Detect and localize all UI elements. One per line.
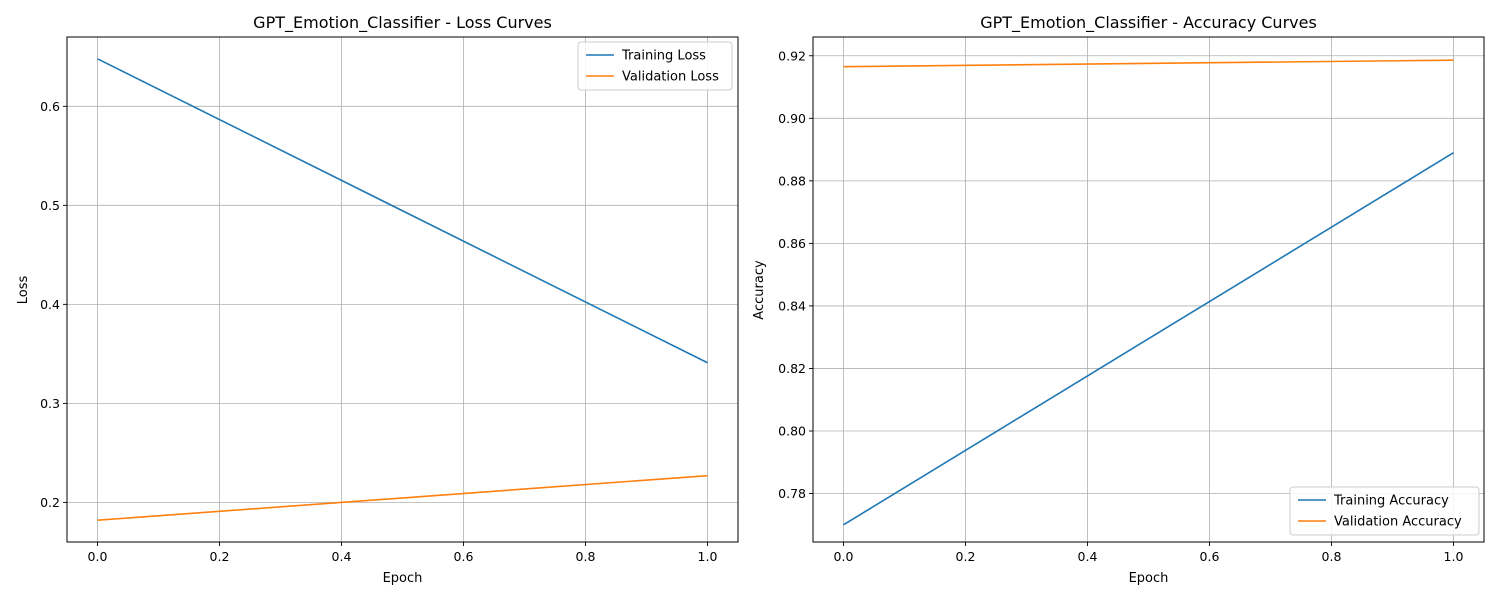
loss-chart-xtick-label: 1.0 <box>698 549 718 564</box>
accuracy-chart-xtick-label: 0.0 <box>834 549 854 564</box>
accuracy-chart-axes-frame <box>812 36 1485 543</box>
loss-chart-ytick-label: 0.6 <box>40 99 60 114</box>
accuracy-chart-legend-label-0: Training Accuracy <box>1333 494 1449 509</box>
accuracy-chart-legend-box <box>1289 486 1480 536</box>
loss-chart-xtick-label: 0.8 <box>576 549 596 564</box>
loss-chart-legend-label-0: Training Loss <box>621 49 706 64</box>
accuracy-chart-xtick-label: 0.8 <box>1322 549 1342 564</box>
accuracy-chart-series-group <box>843 59 1454 526</box>
accuracy-chart-xticks: 0.0 0.2 0.4 0.6 0.8 1.0 <box>834 542 1464 564</box>
loss-chart-axes-frame <box>66 36 739 543</box>
loss-chart-legend-box <box>577 41 733 91</box>
loss-chart-legend: Training Loss Validation Loss <box>577 41 733 91</box>
loss-chart: GPT_Emotion_Classifier - Loss Curves Epo… <box>16 13 739 586</box>
loss-chart-series-group <box>97 58 708 522</box>
accuracy-chart-yticks: 0.78 0.80 0.82 0.84 0.86 0.88 0.90 0.92 <box>778 48 813 501</box>
accuracy-chart-ytick-label: 0.78 <box>778 486 806 501</box>
accuracy-chart-ytick-label: 0.80 <box>778 423 806 438</box>
loss-chart-series-line-1 <box>97 474 708 522</box>
accuracy-chart-legend-label-1: Validation Accuracy <box>1334 515 1462 530</box>
loss-chart-grid <box>67 37 738 542</box>
accuracy-chart-ylabel: Accuracy <box>752 260 767 320</box>
accuracy-chart-series-line-0 <box>843 152 1454 526</box>
accuracy-chart-xtick-label: 0.2 <box>956 549 976 564</box>
loss-chart-xlabel: Epoch <box>383 571 423 586</box>
accuracy-chart-grid <box>813 37 1484 542</box>
accuracy-chart-ytick-label: 0.86 <box>778 236 806 251</box>
accuracy-chart-xtick-label: 1.0 <box>1444 549 1464 564</box>
loss-chart-series-line-0 <box>97 58 708 364</box>
accuracy-chart-title: GPT_Emotion_Classifier - Accuracy Curves <box>980 13 1317 33</box>
loss-chart-ytick-label: 0.4 <box>40 297 60 312</box>
loss-chart-legend-label-1: Validation Loss <box>622 70 719 85</box>
accuracy-chart-series-line-1 <box>843 59 1454 68</box>
loss-chart-ylabel: Loss <box>16 276 31 305</box>
accuracy-chart: GPT_Emotion_Classifier - Accuracy Curves… <box>752 13 1485 586</box>
loss-chart-xtick-label: 0.6 <box>454 549 474 564</box>
accuracy-chart-ytick-label: 0.88 <box>778 173 806 188</box>
loss-chart-title: GPT_Emotion_Classifier - Loss Curves <box>253 13 552 33</box>
loss-chart-ytick-label: 0.3 <box>40 396 60 411</box>
loss-chart-xtick-label: 0.0 <box>88 549 108 564</box>
loss-chart-xticks: 0.0 0.2 0.4 0.6 0.8 1.0 <box>88 542 718 564</box>
accuracy-chart-legend: Training Accuracy Validation Accuracy <box>1289 486 1480 536</box>
accuracy-chart-ytick-label: 0.84 <box>778 298 806 313</box>
accuracy-chart-xtick-label: 0.6 <box>1200 549 1220 564</box>
accuracy-chart-ytick-label: 0.92 <box>778 48 806 63</box>
loss-chart-xtick-label: 0.4 <box>332 549 352 564</box>
accuracy-chart-xlabel: Epoch <box>1129 571 1169 586</box>
accuracy-chart-xtick-label: 0.4 <box>1078 549 1098 564</box>
accuracy-chart-ytick-label: 0.90 <box>778 111 806 126</box>
loss-chart-ytick-label: 0.2 <box>40 495 60 510</box>
loss-chart-yticks: 0.2 0.3 0.4 0.5 0.6 <box>40 99 67 510</box>
loss-chart-xtick-label: 0.2 <box>210 549 230 564</box>
accuracy-chart-ytick-label: 0.82 <box>778 361 806 376</box>
loss-chart-ytick-label: 0.5 <box>40 198 60 213</box>
